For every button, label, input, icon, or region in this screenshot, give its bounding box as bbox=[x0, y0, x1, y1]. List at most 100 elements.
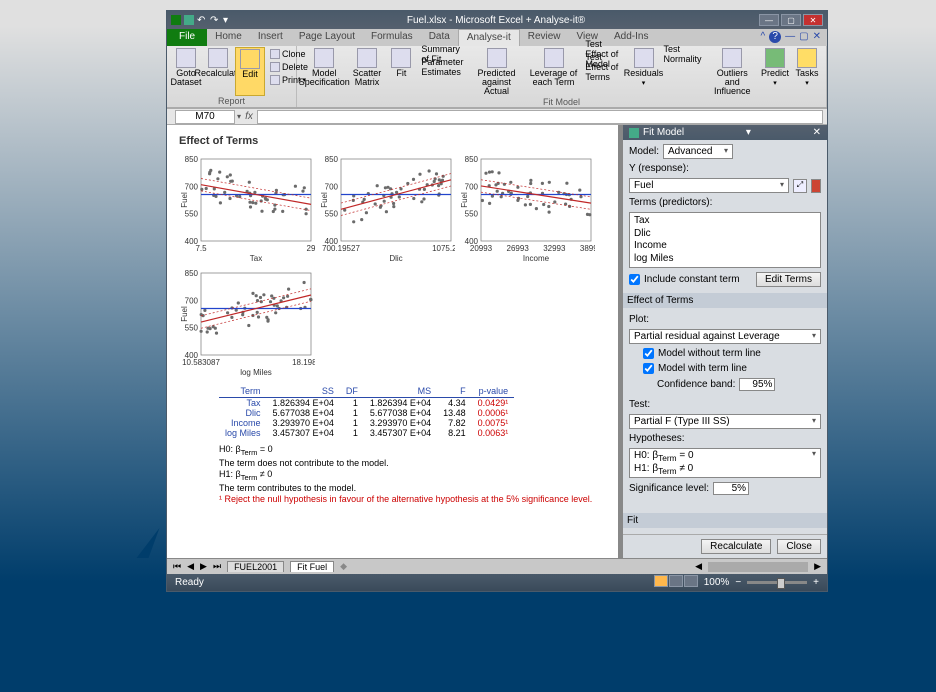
tab-formulas[interactable]: Formulas bbox=[363, 29, 421, 46]
edit-terms-button[interactable]: Edit Terms bbox=[756, 272, 821, 287]
zoom-in-icon[interactable]: + bbox=[813, 577, 819, 588]
recalculate-button[interactable]: Recalculate bbox=[203, 47, 233, 96]
redo-icon[interactable]: ↷ bbox=[210, 15, 220, 25]
terms-listbox[interactable]: TaxDlicIncomelog Miles bbox=[629, 212, 821, 268]
zoom-slider[interactable] bbox=[747, 581, 807, 584]
formula-input[interactable] bbox=[257, 110, 823, 124]
test-normality-button[interactable]: Test Normality bbox=[661, 47, 705, 60]
model-with-checkbox[interactable] bbox=[643, 363, 654, 374]
panel-menu-icon[interactable]: ▾ bbox=[746, 127, 751, 138]
significance-label: Significance level: bbox=[629, 483, 709, 494]
hypotheses-dropdown[interactable]: H0: βTerm = 0 H1: βTerm ≠ 0 bbox=[629, 448, 821, 478]
y-response-dropdown[interactable]: Fuel bbox=[629, 178, 789, 193]
significance-input[interactable] bbox=[713, 482, 749, 495]
svg-text:850: 850 bbox=[325, 155, 339, 164]
panel-recalculate-button[interactable]: Recalculate bbox=[701, 539, 771, 554]
qat-more-icon[interactable]: ▾ bbox=[223, 15, 233, 25]
undo-icon[interactable]: ↶ bbox=[197, 15, 207, 25]
model-dropdown[interactable]: Advanced bbox=[663, 144, 733, 159]
test-effect-terms-button[interactable]: Test Effect of Terms bbox=[582, 60, 626, 73]
svg-text:Fuel: Fuel bbox=[180, 306, 189, 322]
svg-text:Fuel: Fuel bbox=[180, 192, 189, 208]
maximize-button[interactable]: ▢ bbox=[781, 14, 801, 26]
term-item[interactable]: log Miles bbox=[634, 253, 816, 266]
save-icon[interactable] bbox=[184, 15, 194, 25]
tab-file[interactable]: File bbox=[167, 29, 207, 46]
title-bar: ↶ ↷ ▾ Fuel.xlsx - Microsoft Excel + Anal… bbox=[167, 11, 827, 29]
workbook-close-icon[interactable]: ✕ bbox=[813, 31, 821, 44]
tab-home[interactable]: Home bbox=[207, 29, 250, 46]
include-constant-label: Include constant term bbox=[644, 274, 752, 285]
term-item[interactable]: Dlic bbox=[634, 228, 816, 241]
minimize-button[interactable]: — bbox=[759, 14, 779, 26]
chart-Dlic: 400550700850700.195271075.2882 Fuel Dlic bbox=[319, 153, 455, 263]
model-without-checkbox[interactable] bbox=[643, 348, 654, 359]
sheet-tabs-bar: ⏮ ◀ ▶ ⏭ FUEL2001 Fit Fuel ◆ ◀ ▶ bbox=[167, 558, 827, 574]
test-dropdown[interactable]: Partial F (Type III SS) bbox=[629, 414, 821, 429]
model-spec-button[interactable]: Model Specification bbox=[301, 47, 348, 97]
tasks-button[interactable]: Tasks ▾ bbox=[792, 47, 822, 97]
svg-text:38993: 38993 bbox=[580, 244, 595, 253]
chart-Income: 40055070085020993269933299338993 Fuel In… bbox=[459, 153, 595, 263]
tab-nav-next-icon[interactable]: ▶ bbox=[200, 561, 207, 572]
confidence-input[interactable] bbox=[739, 378, 775, 391]
help-icon[interactable]: ? bbox=[769, 31, 781, 43]
term-item[interactable]: Income bbox=[634, 240, 816, 253]
tab-nav-last-icon[interactable]: ⏭ bbox=[213, 561, 221, 572]
workbook-max-icon[interactable]: ▢ bbox=[799, 31, 808, 44]
fx-icon[interactable]: fx bbox=[241, 111, 257, 122]
tab-nav-prev-icon[interactable]: ◀ bbox=[187, 561, 194, 572]
scatter-matrix-button[interactable]: Scatter Matrix bbox=[350, 47, 385, 97]
fit-button[interactable]: Fit bbox=[386, 47, 416, 97]
tab-analyseit[interactable]: Analyse-it bbox=[458, 29, 520, 46]
worksheet[interactable]: Effect of Terms 4005507008507.529 Fuel T… bbox=[167, 125, 619, 558]
minimize-ribbon-icon[interactable]: ^ bbox=[760, 31, 765, 44]
workbook-min-icon[interactable]: — bbox=[785, 31, 795, 44]
sheet-tab-end-icon[interactable]: ◆ bbox=[340, 561, 347, 572]
tab-nav-first-icon[interactable]: ⏮ bbox=[173, 561, 181, 572]
tasks-icon bbox=[797, 48, 817, 68]
leverage-button[interactable]: Leverage of each Term bbox=[527, 47, 581, 97]
outliers-button[interactable]: Outliers and Influence bbox=[707, 47, 759, 97]
svg-text:850: 850 bbox=[185, 155, 199, 164]
quick-access-toolbar[interactable]: ↶ ↷ ▾ bbox=[171, 15, 233, 25]
param-est-button[interactable]: Parameter Estimates bbox=[418, 60, 466, 73]
sheet-tab-fitfuel[interactable]: Fit Fuel bbox=[290, 561, 334, 572]
svg-text:550: 550 bbox=[185, 210, 199, 219]
panel-close-icon[interactable]: ✕ bbox=[813, 127, 821, 138]
predict-icon bbox=[765, 48, 785, 68]
resid-icon bbox=[634, 48, 654, 68]
zoom-out-icon[interactable]: − bbox=[735, 577, 741, 588]
term-item[interactable]: Tax bbox=[634, 215, 816, 228]
view-buttons[interactable] bbox=[653, 575, 698, 590]
confidence-label: Confidence band: bbox=[657, 379, 735, 390]
predict-button[interactable]: Predict ▾ bbox=[760, 47, 790, 97]
hscroll-left-icon[interactable]: ◀ bbox=[695, 561, 702, 572]
print-icon bbox=[270, 75, 280, 85]
tab-insert[interactable]: Insert bbox=[250, 29, 291, 46]
edit-button[interactable]: Edit bbox=[235, 47, 265, 96]
ribbon-help[interactable]: ^ ? — ▢ ✕ bbox=[754, 29, 827, 46]
svg-text:Fuel: Fuel bbox=[320, 192, 329, 208]
predicted-actual-button[interactable]: Predicted against Actual bbox=[468, 47, 524, 97]
tab-pagelayout[interactable]: Page Layout bbox=[291, 29, 363, 46]
panel-close-button[interactable]: Close bbox=[777, 539, 821, 554]
include-constant-checkbox[interactable] bbox=[629, 274, 640, 285]
residuals-button[interactable]: Residuals ▾ bbox=[629, 47, 659, 97]
zoom-value: 100% bbox=[704, 577, 730, 588]
sheet-tab-fuel2001[interactable]: FUEL2001 bbox=[227, 561, 284, 572]
formula-bar: M70 ▾ fx bbox=[167, 108, 827, 125]
plot-dropdown[interactable]: Partial residual against Leverage bbox=[629, 329, 821, 344]
hscroll-bar[interactable] bbox=[708, 562, 808, 572]
section-title: Effect of Terms bbox=[179, 135, 606, 147]
scale-icon[interactable]: ⤢ bbox=[793, 179, 807, 193]
name-box[interactable]: M70 bbox=[175, 110, 235, 124]
ribbon-tabs: File Home Insert Page Layout Formulas Da… bbox=[167, 29, 827, 46]
model-with-label: Model with term line bbox=[658, 363, 747, 374]
hscroll-right-icon[interactable]: ▶ bbox=[814, 561, 821, 572]
ribbon: Goto Dataset Recalculate Edit Clone Dele… bbox=[167, 46, 827, 108]
tab-review[interactable]: Review bbox=[520, 29, 569, 46]
svg-text:550: 550 bbox=[185, 324, 199, 333]
freq-icon[interactable] bbox=[811, 179, 821, 193]
close-button[interactable]: ✕ bbox=[803, 14, 823, 26]
